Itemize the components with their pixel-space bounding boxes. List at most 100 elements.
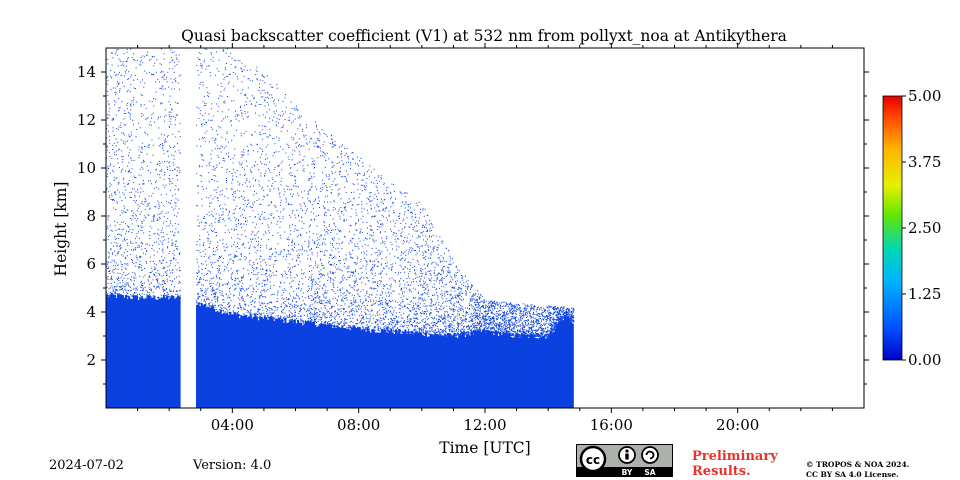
dense-signal-column <box>110 292 113 408</box>
dense-signal-column <box>486 329 489 408</box>
dense-signal-column <box>522 334 525 408</box>
dense-signal-column <box>565 318 568 408</box>
dense-signal-column <box>243 315 246 408</box>
dense-signal-column <box>170 295 173 408</box>
dense-signal-column <box>336 325 339 408</box>
y-axis-label: Height [km] <box>52 182 70 277</box>
dense-signal-column <box>139 297 142 408</box>
dense-signal-column <box>464 337 467 408</box>
dense-signal-column <box>394 329 397 408</box>
preliminary-note: Preliminary Results. <box>692 449 778 479</box>
dense-signal-column <box>166 296 168 408</box>
sparse-signal-speckle <box>106 48 575 337</box>
dense-signal-column <box>502 332 505 408</box>
dense-signal-column <box>237 313 240 408</box>
dense-signal-column <box>214 311 217 408</box>
dense-signal-column <box>132 295 135 408</box>
dense-signal-column <box>374 332 377 408</box>
license-badge-sa: SA <box>644 468 655 477</box>
dense-signal-column <box>475 331 478 408</box>
dense-signal-column <box>202 305 205 408</box>
dense-signal-column <box>380 328 383 408</box>
dense-signal-column <box>377 332 380 408</box>
dense-signal-column <box>281 318 284 408</box>
colorbar-ticks: 0.00 1.25 2.50 3.75 5.00 <box>902 87 941 369</box>
dense-signal-column <box>311 322 314 408</box>
dense-signal-column <box>124 294 127 408</box>
dense-signal-column <box>273 321 276 408</box>
x-tick-label: 04:00 <box>211 416 254 434</box>
dense-signal-column <box>508 332 511 408</box>
dense-signal-column <box>254 314 257 408</box>
colorbar <box>882 95 903 361</box>
dense-signal-column <box>276 318 279 408</box>
dense-signal-column <box>459 335 462 408</box>
dense-signal-column <box>173 298 176 408</box>
dense-signal-column <box>439 335 442 408</box>
dense-signal-column <box>199 306 202 408</box>
dense-signal-column <box>200 303 203 408</box>
dense-signal-column <box>412 334 415 408</box>
dense-signal-column <box>154 299 157 408</box>
dense-signal-column <box>372 330 375 408</box>
dense-signal-column <box>470 330 473 408</box>
dense-signal-column <box>453 333 456 408</box>
dense-signal-column <box>526 334 529 408</box>
dense-signal-column <box>379 332 382 408</box>
dense-signal-column <box>442 335 445 408</box>
dense-signal-column <box>304 321 307 408</box>
dense-signal-column <box>545 338 547 408</box>
dense-signal-column <box>178 296 181 408</box>
dense-signal-column <box>117 293 120 408</box>
dense-signal-column <box>478 330 481 408</box>
dense-signal-column <box>303 323 306 408</box>
dense-signal-column <box>150 298 153 408</box>
dense-signal-column <box>421 335 424 408</box>
dense-signal-column <box>249 313 252 408</box>
dense-signal-column <box>507 334 510 408</box>
dense-signal-column <box>121 295 124 408</box>
tick-labels: 04:00 08:00 12:00 16:00 20:00 2 4 6 8 10 12 14 <box>77 63 759 434</box>
dense-signal-column <box>232 314 235 408</box>
dense-signal-column <box>159 298 162 408</box>
dense-signal-column <box>443 334 446 408</box>
dense-signal-column <box>267 319 270 408</box>
dense-signal-column <box>252 316 255 408</box>
dense-signal-column <box>485 332 487 408</box>
dense-signal-column <box>402 331 405 408</box>
dense-signal-column <box>292 322 295 408</box>
dense-signal-column <box>289 321 292 408</box>
dense-signal-column <box>341 325 344 408</box>
dense-signal-column <box>331 328 334 408</box>
x-tick-label: 12:00 <box>463 416 506 434</box>
dense-signal-column <box>140 296 143 408</box>
dense-signal-column <box>319 324 322 408</box>
dense-signal-column <box>568 318 571 408</box>
dense-signal-column <box>322 323 325 408</box>
dense-signal-column <box>533 337 536 408</box>
dense-signal-column <box>106 294 108 408</box>
dense-signal-column <box>279 319 282 408</box>
version-label: Version: 4.0 <box>193 458 272 473</box>
dense-signal-column <box>344 328 347 408</box>
dense-signal-column <box>265 317 268 408</box>
dense-signal-column <box>494 330 497 408</box>
dense-signal-column <box>467 334 470 408</box>
dense-signal-column <box>524 334 527 408</box>
dense-signal-column <box>511 337 514 408</box>
dense-signal-column <box>437 334 440 408</box>
dense-signal-column <box>325 325 328 408</box>
dense-signal-column <box>527 337 530 408</box>
dense-signal-column <box>461 332 464 408</box>
backscatter-heatmap <box>106 48 575 408</box>
dense-signal-column <box>505 331 508 408</box>
dense-signal-column <box>126 298 129 408</box>
dense-signal-column <box>260 316 263 408</box>
copyright-note: © TROPOS & NOA 2024. CC BY SA 4.0 Licens… <box>806 460 909 480</box>
dense-signal-column <box>355 328 358 408</box>
dense-signal-column <box>420 332 423 408</box>
dense-signal-column <box>530 334 533 408</box>
copyright-line-1: © TROPOS & NOA 2024. <box>806 460 910 469</box>
dense-signal-column <box>376 332 379 408</box>
dense-signal-column <box>270 315 273 408</box>
